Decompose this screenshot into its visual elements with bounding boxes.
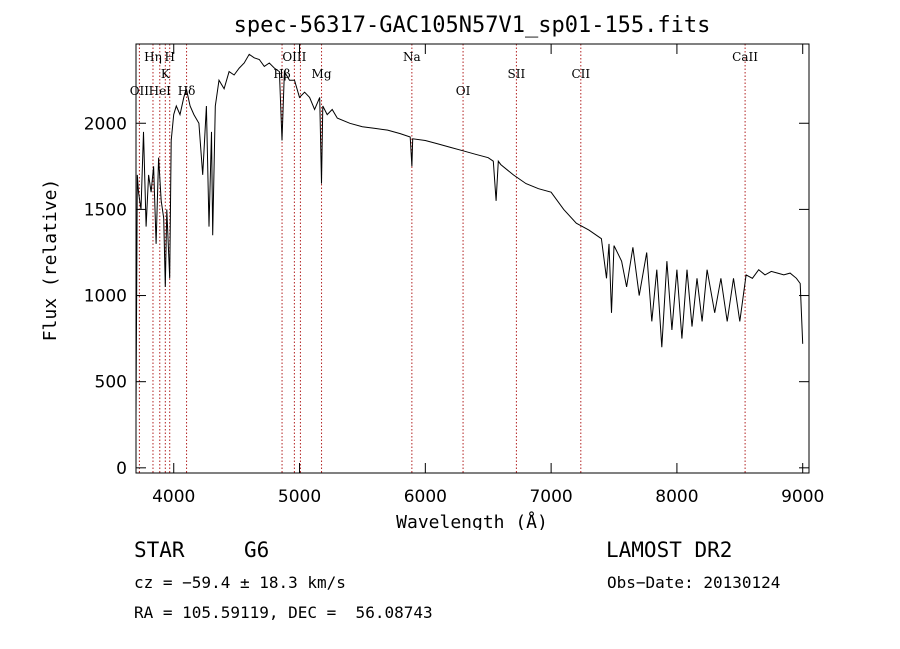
line-label: OII <box>130 84 150 98</box>
coordinates-readout: RA = 105.59119, DEC = 56.08743 <box>134 603 433 622</box>
plot-frame <box>135 43 810 474</box>
line-label: CaII <box>732 50 758 64</box>
x-tick-label: 8000 <box>655 487 698 507</box>
x-tick-label: 9000 <box>781 487 824 507</box>
y-tick-label: 1500 <box>84 200 127 220</box>
y-tick-label: 1000 <box>84 287 127 307</box>
line-label: OI <box>456 84 471 98</box>
object-subclass: G6 <box>244 538 270 562</box>
y-tick-label: 0 <box>116 459 127 479</box>
line-markers <box>138 44 746 473</box>
line-label: Mg <box>312 67 332 81</box>
chart-title: spec-56317-GAC105N57V1_sp01-155.fits <box>234 13 711 38</box>
survey-name: LAMOST DR2 <box>606 538 733 562</box>
line-label: Hβ <box>273 67 290 81</box>
line-label: SII <box>508 67 526 81</box>
x-tick-label: 4000 <box>152 487 195 507</box>
redshift-readout: cz = −59.4 ± 18.3 km/s <box>134 573 346 592</box>
y-axis-label: Flux (relative) <box>40 179 61 342</box>
spectrum-chart: spec-56317-GAC105N57V1_sp01-155.fits 400… <box>40 13 824 530</box>
spectrum-line <box>135 53 804 417</box>
line-label: OIII <box>282 50 306 64</box>
x-tick-label: 7000 <box>529 487 572 507</box>
line-label: K <box>161 67 171 81</box>
x-tick-label: 6000 <box>404 487 447 507</box>
observation-date: Obs−Date: 20130124 <box>607 573 781 592</box>
y-tick-label: 500 <box>95 373 127 393</box>
line-label: HeI <box>149 84 172 98</box>
line-label: H <box>164 50 174 64</box>
x-axis-label: Wavelength (Å) <box>396 511 548 530</box>
line-label: Na <box>403 50 421 64</box>
line-label: Hη <box>144 50 162 64</box>
line-annotations: Hη HK OII HeI Hδ OIII Hβ Mg Na OI CII SII CaII <box>130 50 759 98</box>
line-label: CII <box>571 67 590 81</box>
x-tick-label: 5000 <box>278 487 321 507</box>
y-tick-label: 2000 <box>84 114 127 134</box>
object-class: STAR <box>134 538 185 562</box>
axis-ticks: 4000 5000 6000 7000 8000 9000 0 500 1000 1500 2000 <box>84 44 824 507</box>
line-label: Hδ <box>178 84 196 98</box>
